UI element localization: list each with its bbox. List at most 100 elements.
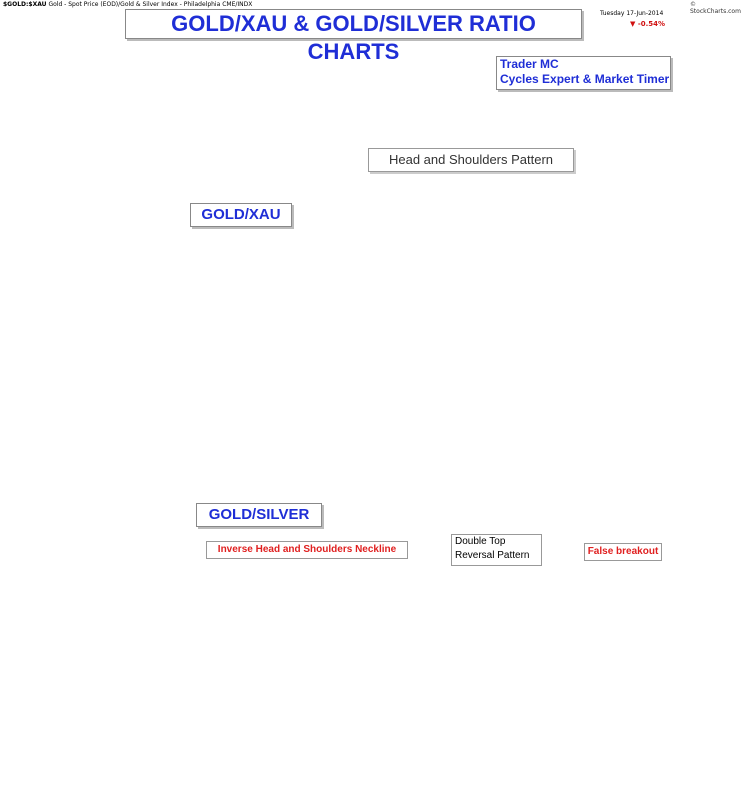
x-tick-label: M	[453, 492, 458, 499]
upper-channel-line	[267, 179, 653, 369]
x-tick-label: J	[369, 492, 372, 499]
double-top-line2: Reversal Pattern	[455, 550, 530, 561]
x-tick-label: N	[499, 790, 504, 797]
x-tick-label: 11	[332, 492, 340, 499]
y-tick-label: 67.5	[668, 589, 682, 596]
y-tick-label: 82.5	[668, 508, 682, 515]
x-tick-label: A	[385, 790, 390, 797]
x-tick-label: O	[35, 492, 40, 499]
x-tick-label: F	[613, 790, 617, 797]
x-tick-label: M	[620, 790, 625, 797]
x-tick-label: N	[590, 790, 595, 797]
x-tick-label: M	[165, 492, 170, 499]
x-tick-label: M	[271, 790, 276, 797]
double-top-cup-arc	[555, 609, 653, 656]
x-tick-label: A	[658, 492, 663, 499]
x-tick-label: M	[271, 492, 276, 499]
price-series-line	[18, 215, 649, 481]
x-tick-label: M	[544, 790, 549, 797]
x-tick-label: S	[393, 492, 397, 499]
y-tick-label: 12.0	[668, 285, 682, 292]
x-tick-label: M	[347, 492, 352, 499]
x-tick-label: O	[582, 492, 587, 499]
rsi-tick-label: 50	[665, 125, 673, 132]
x-tick-label: M	[89, 492, 94, 499]
gold-silver-label: GOLD/SILVER	[196, 503, 322, 527]
x-tick-label: M	[636, 790, 641, 797]
ihs-annotation: Inverse Head and Shoulders Neckline	[206, 541, 408, 559]
x-tick-label: S	[575, 790, 579, 797]
x-tick-label: S	[484, 492, 488, 499]
x-tick-label: F	[248, 492, 252, 499]
x-tick-label: A	[628, 790, 633, 797]
x-tick-label: J	[285, 492, 288, 499]
x-tick-label: J	[551, 790, 554, 797]
x-tick-label: N	[43, 790, 48, 797]
x-tick-label: M	[636, 492, 641, 499]
y-tick-label: 15.0	[668, 210, 682, 217]
x-tick-label: S	[119, 790, 123, 797]
x-tick-label: A	[203, 492, 208, 499]
x-tick-label: A	[385, 492, 390, 499]
x-tick-label: J	[551, 492, 554, 499]
x-tick-label: O	[491, 790, 496, 797]
main-title: GOLD/XAU & GOLD/SILVER RATIO CHARTS	[125, 9, 582, 64]
x-tick-label: M	[73, 790, 78, 797]
x-tick-label: F	[248, 790, 252, 797]
x-tick-label: S	[210, 492, 214, 499]
x-tick-label: O	[35, 790, 40, 797]
y-tick-label: 12.5	[668, 272, 682, 279]
double-top-pointer-1	[519, 561, 571, 598]
y-tick-label: 80.0	[668, 522, 682, 529]
x-tick-label: J	[376, 790, 379, 797]
x-tick-label: J	[194, 492, 197, 499]
author-name: Trader MC	[500, 57, 559, 71]
x-tick-label: 09	[149, 790, 157, 797]
x-tick-label: A	[658, 790, 663, 797]
x-tick-label: 08	[58, 790, 66, 797]
x-tick-label: J	[460, 492, 463, 499]
double-top-line1: Double Top	[455, 536, 506, 547]
x-tick-label: S	[575, 492, 579, 499]
y-tick-label: 52.5	[668, 670, 682, 677]
gold-xau-label: GOLD/XAU	[190, 203, 292, 227]
x-tick-label: M	[544, 492, 549, 499]
x-tick-label: A	[263, 790, 268, 797]
x-tick-label: F	[339, 492, 343, 499]
x-tick-label: S	[28, 790, 32, 797]
x-tick-label: F	[339, 790, 343, 797]
rsi-tick-label: 70	[665, 98, 673, 105]
x-tick-label: 13	[514, 492, 522, 499]
x-tick-label: N	[43, 492, 48, 499]
x-tick-label: O	[400, 492, 405, 499]
x-tick-label: 13	[514, 790, 522, 797]
x-tick-label: A	[263, 492, 268, 499]
x-tick-label: O	[582, 790, 587, 797]
x-tick-label: A	[81, 492, 86, 499]
x-tick-label: F	[431, 790, 435, 797]
author-box: Trader MC Cycles Expert & Market Timer	[496, 56, 671, 90]
y-tick-label: 9.0	[668, 360, 678, 367]
x-tick-label: J	[95, 790, 98, 797]
x-tick-label: J	[194, 790, 197, 797]
x-tick-label: M	[529, 492, 534, 499]
false-breakout-pointer	[621, 557, 637, 597]
symbol-line: $GOLD:$XAU Gold - Spot Price (EOD)/Gold …	[3, 1, 252, 8]
lower-channel-line	[297, 231, 663, 425]
x-tick-label: M	[453, 790, 458, 797]
exchange: CME/INDX	[222, 1, 253, 8]
x-tick-label: J	[650, 492, 653, 499]
x-tick-label: D	[142, 790, 147, 797]
x-tick-label: S	[393, 790, 397, 797]
x-tick-label: A	[355, 492, 360, 499]
y-tick-label: 77.5	[668, 535, 682, 542]
gold-xau-legend: $GOLD:$XAU (Daily) 13.77	[11, 201, 92, 208]
y-tick-label: 5.5	[668, 447, 678, 454]
x-tick-label: A	[172, 790, 177, 797]
x-tick-label: F	[66, 790, 70, 797]
x-tick-label: 10	[241, 492, 249, 499]
x-tick-label: A	[20, 790, 25, 797]
y-tick-label: 11.5	[668, 297, 682, 304]
x-tick-label: A	[111, 492, 116, 499]
